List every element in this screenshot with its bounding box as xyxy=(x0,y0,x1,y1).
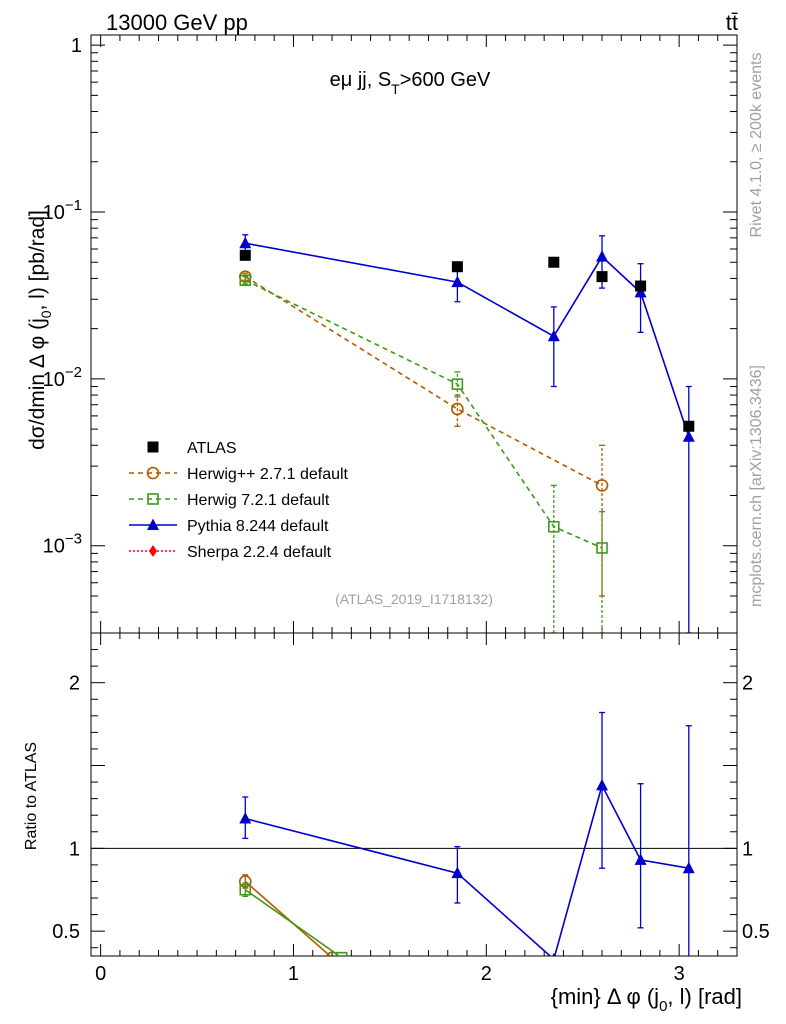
ylabel-part-1: dσ/dmin Δ φ (j xyxy=(26,318,49,450)
xlabel-part-2: , l) [rad] xyxy=(667,984,742,1009)
legend: ATLAS Herwig++ 2.7.1 default Herwig 7.2.1 … xyxy=(129,440,349,561)
ylabel-subscript: 0 xyxy=(38,310,54,318)
legend-marker xyxy=(147,518,159,530)
main-data-point xyxy=(596,271,608,283)
legend-label: Herwig 7.2.1 default xyxy=(187,492,330,509)
main-series-line xyxy=(244,275,603,487)
ratio-y-tick-label-right: 2 xyxy=(742,673,753,695)
legend-item: Herwig 7.2.1 default xyxy=(129,492,330,509)
ratio-series-line xyxy=(244,889,341,956)
main-data-point xyxy=(595,479,609,492)
title-part-1: eμ jj, S xyxy=(330,69,392,91)
mcplots-label: mcplots.cern.ch [arXiv:1306.3436] xyxy=(748,365,765,607)
ratio-data-point xyxy=(451,866,464,879)
rivet-label: Rivet 4.1.0, ≥ 200k events xyxy=(748,53,765,238)
energy-label: 13000 GeV pp xyxy=(106,10,248,35)
legend-label: ATLAS xyxy=(187,440,237,457)
x-tick-label: 3 xyxy=(674,963,685,985)
legend-marker xyxy=(149,545,157,557)
main-data-point xyxy=(451,378,464,390)
title-subscript: T xyxy=(391,81,400,97)
legend-marker xyxy=(147,493,159,505)
main-series-atlas xyxy=(239,249,695,432)
tick-base: 10 xyxy=(43,369,65,391)
main-data-point xyxy=(596,542,608,554)
main-data-point xyxy=(239,274,252,287)
legend-item: ATLAS xyxy=(147,440,237,457)
ratio-data-point xyxy=(552,952,556,956)
ratio-y-tick-label: 0.5 xyxy=(52,921,80,943)
watermark: (ATLAS_2019_I1718132) xyxy=(335,591,493,607)
main-data-point xyxy=(547,329,560,342)
y-tick-label: 10−2 xyxy=(43,364,82,391)
y-tick-label: 10−1 xyxy=(43,197,82,224)
x-tick-label: 2 xyxy=(481,963,492,985)
y-tick-label: 10−3 xyxy=(43,531,82,558)
tick-base: 10 xyxy=(43,536,65,558)
ratio-data-point xyxy=(239,812,252,824)
main-axes: 110−110−210−3 xyxy=(43,34,738,634)
legend-label: Sherpa 2.2.4 default xyxy=(187,544,332,561)
main-data-point xyxy=(635,280,647,292)
tick-exponent: −3 xyxy=(65,531,82,548)
legend-marker xyxy=(146,466,160,480)
title-part-2: >600 GeV xyxy=(400,69,491,91)
tick-exponent: −1 xyxy=(65,197,82,214)
main-series-line xyxy=(245,242,690,437)
ratio-data-point xyxy=(239,883,252,896)
ylabel-part-2: , l) [pb/rad] xyxy=(26,210,49,310)
ratio-data-point xyxy=(682,861,695,874)
ratio-data-point xyxy=(325,951,339,956)
tick-exponent: −2 xyxy=(65,364,82,381)
xlabel-part-1: {min} Δ φ (j xyxy=(551,984,659,1009)
ratio-axes: 0 1 2 3 2 2 1 1 0.5 0.5 xyxy=(52,632,770,985)
legend-label: Pythia 8.244 default xyxy=(187,518,329,535)
ratio-xlabel: {min} Δ φ (j0, l) [rad] xyxy=(551,984,742,1015)
ratio-data-point xyxy=(634,853,647,865)
legend-label: Herwig++ 2.7.1 default xyxy=(187,466,349,483)
ratio-y-tick-label-right: 1 xyxy=(742,838,753,860)
ratio-series-herwig-7-2-1-default xyxy=(239,882,348,956)
main-data-point xyxy=(239,249,251,261)
ratio-frame xyxy=(90,632,738,957)
legend-item: Herwig++ 2.7.1 default xyxy=(129,466,349,483)
main-data-point xyxy=(548,256,560,268)
tick-base: 10 xyxy=(43,202,65,224)
main-title: eμ jj, ST>600 GeV xyxy=(330,69,491,97)
main-data-point xyxy=(451,261,463,273)
process-label: tt̄ xyxy=(726,10,738,35)
ratio-y-tick-label-right: 0.5 xyxy=(742,921,770,943)
main-data-point xyxy=(683,420,695,432)
main-series-herwig-7-2-1-default xyxy=(239,274,608,633)
main-data-point xyxy=(451,275,464,288)
xlabel-subscript: 0 xyxy=(659,998,667,1015)
ratio-series-line xyxy=(245,783,689,956)
ratio-y-tick-label: 1 xyxy=(69,838,80,860)
main-data-point xyxy=(596,250,609,262)
main-data-point xyxy=(451,402,464,416)
main-data-point xyxy=(634,285,647,298)
legend-marker xyxy=(147,441,159,453)
x-tick-label: 0 xyxy=(95,963,106,985)
ratio-y-tick-label: 2 xyxy=(69,673,80,695)
y-tick-label: 1 xyxy=(71,35,82,57)
ratio-ylabel: Ratio to ATLAS xyxy=(23,742,40,850)
legend-item: Pythia 8.244 default xyxy=(129,518,329,535)
main-series-pythia-8-244-default xyxy=(239,234,695,633)
legend-item: Sherpa 2.2.4 default xyxy=(129,544,332,561)
x-tick-label: 1 xyxy=(288,963,299,985)
main-data-point xyxy=(239,236,252,249)
main-data-point xyxy=(682,430,695,442)
ratio-data-point xyxy=(596,778,609,791)
ratio-series-pythia-8-244-default xyxy=(239,711,695,956)
main-series-line xyxy=(244,279,603,549)
ratio-data-point xyxy=(335,951,348,956)
main-data-point xyxy=(548,520,560,533)
main-ylabel: dσ/dmin Δ φ (j0, l) [pb/rad] xyxy=(26,210,54,450)
ratio-series-herwig-2-7-1-default xyxy=(238,874,339,956)
